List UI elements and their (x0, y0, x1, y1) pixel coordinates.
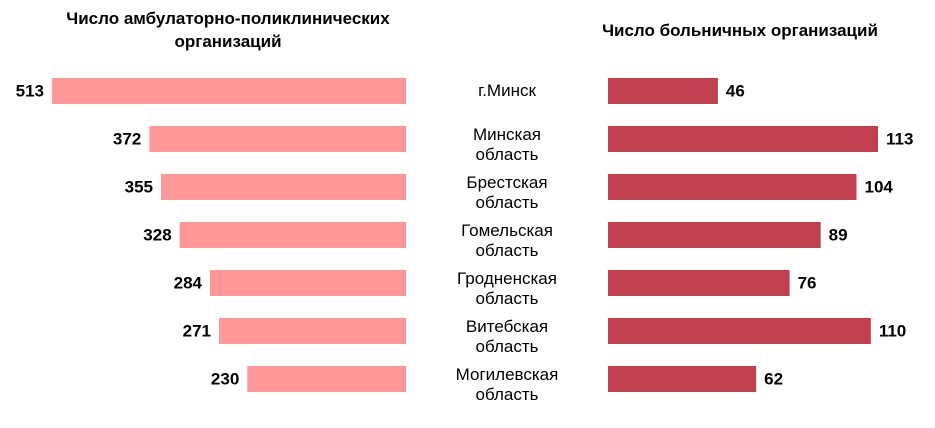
value-label: 271 (183, 321, 211, 340)
value-label: 372 (113, 129, 141, 148)
chart-title: Число амбулаторно-поликлинических органи… (66, 9, 390, 51)
bar (179, 222, 406, 248)
bar (218, 318, 406, 344)
bar (608, 270, 790, 296)
bar (149, 126, 406, 152)
bar (608, 366, 757, 392)
bar (608, 126, 878, 152)
chart-title: Число больничных организаций (602, 21, 878, 40)
category-label: Минская область (472, 125, 542, 164)
value-label: 284 (174, 273, 203, 292)
bar (608, 78, 718, 104)
bar (608, 174, 857, 200)
value-label: 89 (829, 225, 848, 244)
value-label: 110 (879, 321, 906, 340)
category-label: Могилевская область (455, 365, 559, 404)
value-label: 113 (886, 129, 913, 148)
value-label: 513 (16, 81, 44, 100)
bar (52, 78, 406, 104)
category-label: Витебская область (465, 317, 549, 356)
value-label: 328 (143, 225, 171, 244)
category-label: Брестская область (466, 173, 548, 212)
bar (161, 174, 406, 200)
value-label: 76 (798, 273, 817, 292)
bar (608, 222, 821, 248)
value-label: 230 (211, 369, 239, 388)
bar (608, 318, 871, 344)
category-label: Гродненская область (457, 269, 557, 308)
bar (247, 366, 406, 392)
category-label: г.Минск (478, 81, 536, 100)
value-label: 355 (125, 177, 153, 196)
category-label: Гомельская область (461, 221, 553, 260)
value-label: 46 (726, 81, 745, 100)
value-label: 104 (864, 177, 893, 196)
bar (210, 270, 406, 296)
value-label: 62 (764, 369, 783, 388)
